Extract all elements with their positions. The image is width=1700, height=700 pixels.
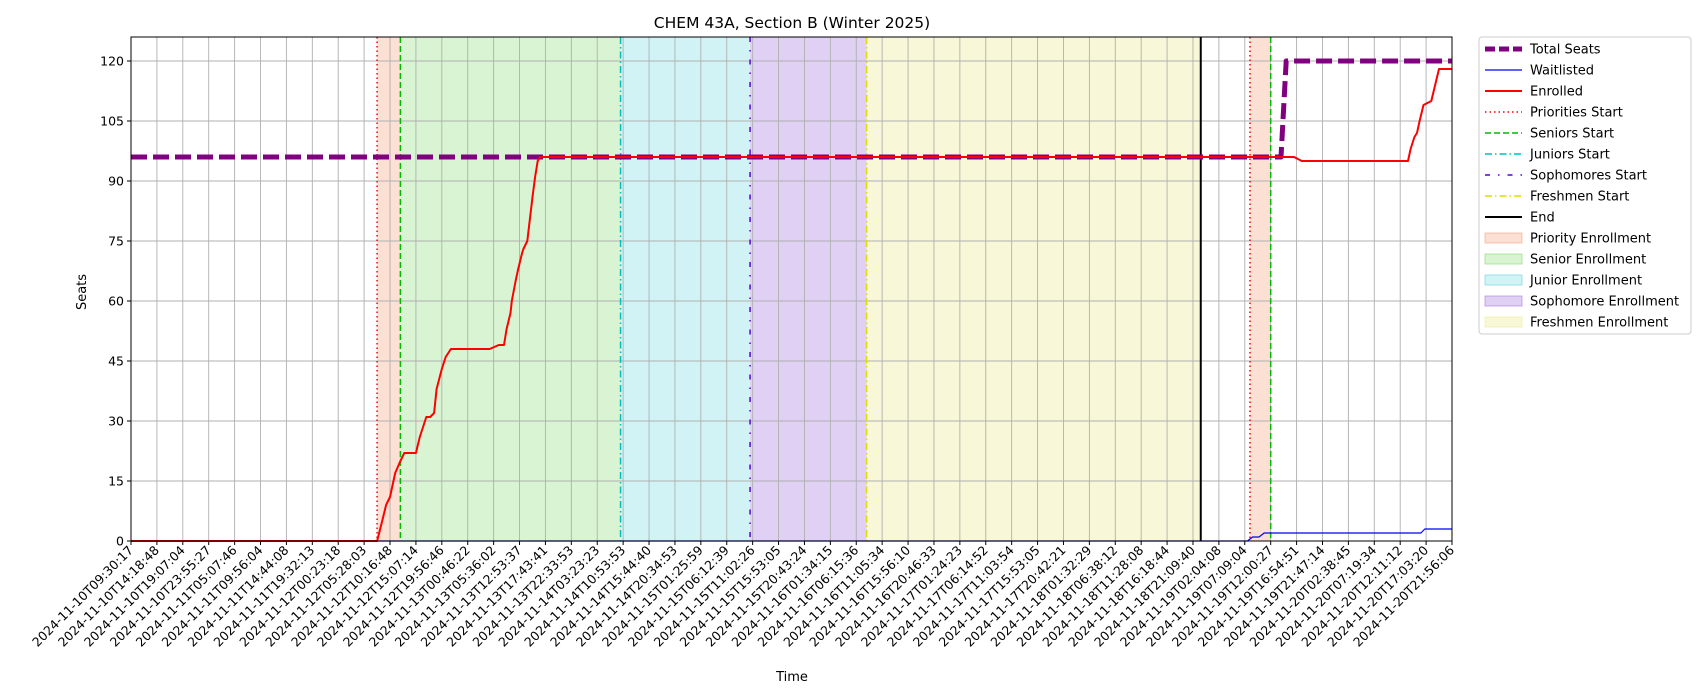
legend-label: Seniors Start: [1530, 127, 1614, 142]
shaded-region-4: [866, 37, 1201, 541]
legend-label: Priority Enrollment: [1530, 232, 1651, 247]
legend-label: Sophomore Enrollment: [1530, 295, 1679, 310]
y-tick-label: 0: [116, 534, 124, 549]
y-tick-label: 75: [108, 234, 124, 249]
plot-area: 01530456075901051202024-11-10T09:30:1720…: [29, 36, 1457, 650]
shaded-region-3: [750, 37, 867, 541]
legend-box: [1478, 36, 1692, 335]
series-line-waitlisted: [131, 528, 1452, 542]
legend-label: Freshmen Enrollment: [1530, 316, 1668, 331]
x-axis-label: Time: [775, 670, 808, 685]
y-tick-label: 30: [108, 414, 124, 429]
axes-frame: [130, 36, 1453, 542]
y-axis-label: Seats: [75, 274, 90, 310]
legend-swatch: [1484, 274, 1523, 286]
legend-label: Junior Enrollment: [1529, 274, 1642, 289]
y-tick-label: 45: [108, 354, 124, 369]
legend-label: Sophomores Start: [1530, 169, 1647, 184]
legend-label: Waitlisted: [1530, 64, 1594, 79]
legend: Total Seats Waitlisted Enrolled Priorities …: [1478, 36, 1692, 335]
y-tick-label: 90: [108, 174, 124, 189]
shaded-region-2: [620, 37, 751, 541]
series-line-enrolled: [131, 68, 1452, 542]
y-tick-label: 15: [108, 474, 124, 489]
legend-label: Total Seats: [1529, 43, 1601, 58]
legend-swatch: [1484, 316, 1523, 328]
legend-label: Senior Enrollment: [1530, 253, 1646, 268]
shaded-region-0: [377, 37, 401, 541]
y-tick-label: 60: [108, 294, 124, 309]
y-tick-label: 105: [100, 114, 124, 129]
legend-label: Freshmen Start: [1530, 190, 1629, 205]
chart-title: CHEM 43A, Section B (Winter 2025): [654, 14, 930, 32]
legend-swatch: [1484, 253, 1523, 265]
legend-label: Enrolled: [1530, 85, 1583, 100]
shaded-region-5: [1249, 37, 1271, 541]
legend-swatch: [1484, 232, 1523, 244]
legend-label: Priorities Start: [1530, 106, 1623, 121]
legend-label: End: [1530, 211, 1555, 226]
y-tick-label: 120: [100, 54, 124, 69]
shaded-region-1: [400, 37, 621, 541]
legend-swatch: [1484, 295, 1523, 307]
legend-label: Juniors Start: [1529, 148, 1610, 163]
